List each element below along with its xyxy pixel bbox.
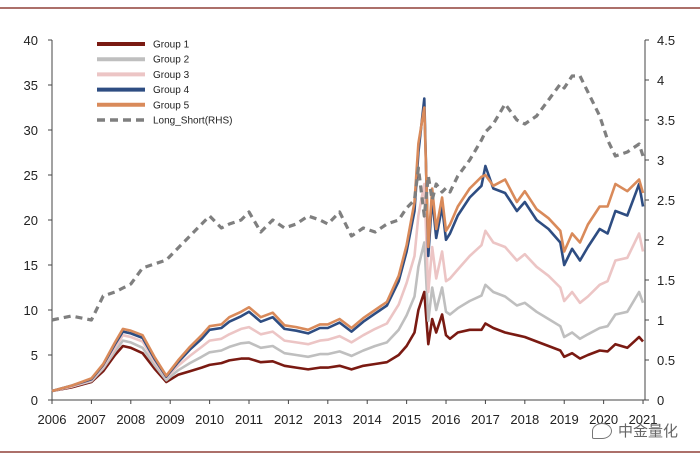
- x-tick-label: 2010: [195, 412, 224, 427]
- x-tick-label: 2009: [156, 412, 185, 427]
- x-tick-label: 2006: [38, 412, 67, 427]
- watermark: 中金量化: [591, 420, 678, 441]
- y2-tick-label: 4.5: [657, 33, 675, 48]
- x-tick-label: 2019: [550, 412, 579, 427]
- y-tick-label: 25: [24, 168, 38, 183]
- y-tick-label: 20: [24, 213, 38, 228]
- x-tick-label: 2016: [432, 412, 461, 427]
- x-tick-label: 2013: [313, 412, 342, 427]
- y2-tick-label: 0.5: [657, 353, 675, 368]
- legend-label: Group 5: [153, 100, 190, 111]
- y-tick-label: 35: [24, 78, 38, 93]
- y2-tick-label: 3: [657, 153, 664, 168]
- y-tick-label: 5: [31, 348, 38, 363]
- x-tick-label: 2012: [274, 412, 303, 427]
- series-line-group-1: [51, 290, 644, 393]
- legend-label: Long_Short(RHS): [153, 116, 232, 127]
- x-tick-label: 2011: [235, 412, 263, 427]
- x-tick-label: 2021: [629, 412, 658, 427]
- axes: 0 5 10 15 20 25 30 35 40 0 0.5 1 1.5 2 2.5 3 3.5 4 4.5 2006…: [24, 33, 676, 427]
- x-tick-label: 2014: [353, 412, 382, 427]
- x-tick-label: 2015: [392, 412, 421, 427]
- x-tick-label: 2018: [510, 412, 539, 427]
- series-line-group-3: [51, 182, 645, 393]
- x-tick-label: 2008: [116, 412, 145, 427]
- y-tick-label: 40: [24, 33, 38, 48]
- legend-label: Group 3: [153, 70, 190, 81]
- y2-tick-label: 1: [657, 313, 664, 328]
- legend-label: Group 4: [153, 85, 190, 96]
- y2-tick-label: 4: [657, 73, 664, 88]
- y2-tick-label: 1.5: [657, 273, 675, 288]
- series-line-group-5: [51, 106, 645, 393]
- y2-tick-label: 3.5: [657, 113, 675, 128]
- legend: Group 1 Group 2 Group 3 Group 4 Group 5 Long_…: [97, 40, 232, 127]
- y-tick-label: 0: [31, 393, 38, 408]
- legend-label: Group 2: [153, 55, 190, 66]
- wechat-icon: [591, 422, 612, 439]
- legend-label: Group 1: [153, 40, 190, 51]
- y2-tick-label: 0: [657, 393, 664, 408]
- y2-tick-label: 2: [657, 233, 664, 248]
- x-tick-label: 2017: [471, 412, 500, 427]
- series-line-group-2: [51, 241, 645, 393]
- plot-area: [51, 74, 645, 393]
- series-line-long-short-rhs: [51, 74, 645, 322]
- y-tick-label: 10: [24, 303, 38, 318]
- x-tick-label: 2007: [77, 412, 106, 427]
- watermark-logo: 中金量化: [617, 422, 678, 440]
- y-tick-label: 15: [24, 258, 38, 273]
- y2-tick-label: 2.5: [657, 193, 675, 208]
- y-tick-label: 30: [24, 123, 38, 138]
